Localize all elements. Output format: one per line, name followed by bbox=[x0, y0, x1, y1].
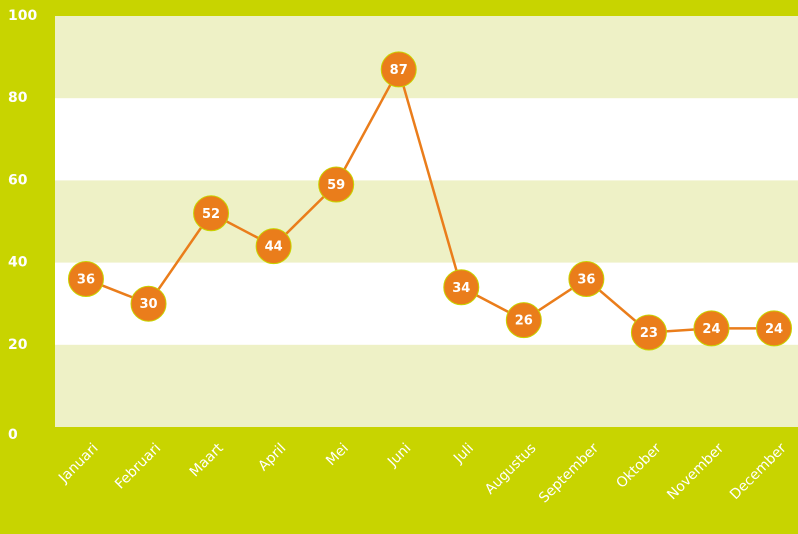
point bbox=[630, 314, 667, 351]
y-tick-label: 40 bbox=[8, 255, 28, 271]
value-label: 26 bbox=[515, 314, 533, 329]
grid-band bbox=[55, 16, 798, 99]
y-tick-label: 60 bbox=[8, 172, 28, 188]
value-label: 30 bbox=[139, 297, 157, 312]
value-label: 23 bbox=[640, 326, 658, 341]
value-label: 34 bbox=[452, 281, 470, 296]
grid-band bbox=[55, 180, 798, 263]
x-tick-label: Juni bbox=[384, 440, 414, 470]
x-tick-label: Mei bbox=[323, 440, 352, 469]
point bbox=[193, 195, 230, 232]
value-label: 36 bbox=[77, 273, 95, 288]
x-tick-label: Maart bbox=[187, 440, 227, 480]
point bbox=[255, 228, 292, 265]
x-tick-label: Augustus bbox=[482, 440, 539, 497]
point bbox=[130, 285, 167, 322]
x-tick-label: September bbox=[536, 440, 602, 506]
point bbox=[318, 166, 355, 203]
y-tick-label: 0 bbox=[8, 427, 18, 443]
x-tick-label: November bbox=[664, 440, 727, 503]
point bbox=[693, 310, 730, 347]
y-tick-label: 80 bbox=[8, 90, 28, 106]
point bbox=[756, 310, 793, 347]
point bbox=[568, 261, 605, 298]
x-tick-label: Januari bbox=[55, 440, 101, 486]
value-label: 24 bbox=[702, 322, 720, 337]
x-tick-label: Juli bbox=[450, 440, 477, 467]
value-label: 52 bbox=[202, 207, 220, 222]
y-tick-label: 100 bbox=[8, 8, 37, 24]
x-tick-label: Oktober bbox=[613, 440, 664, 491]
y-tick-label: 20 bbox=[8, 337, 28, 353]
x-tick-label: April bbox=[255, 440, 289, 474]
point bbox=[443, 269, 480, 306]
value-label: 44 bbox=[265, 240, 283, 255]
value-label: 59 bbox=[327, 178, 345, 193]
point bbox=[380, 51, 417, 88]
x-tick-label: December bbox=[727, 440, 790, 503]
grid-band bbox=[55, 344, 798, 427]
x-tick-label: Februari bbox=[112, 440, 164, 492]
value-label: 36 bbox=[577, 273, 595, 288]
value-label: 87 bbox=[390, 63, 408, 78]
value-label: 24 bbox=[765, 322, 783, 337]
point bbox=[505, 302, 542, 339]
point bbox=[67, 261, 104, 298]
